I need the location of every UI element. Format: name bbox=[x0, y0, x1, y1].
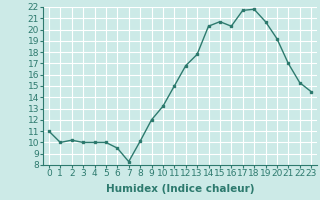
X-axis label: Humidex (Indice chaleur): Humidex (Indice chaleur) bbox=[106, 184, 254, 194]
